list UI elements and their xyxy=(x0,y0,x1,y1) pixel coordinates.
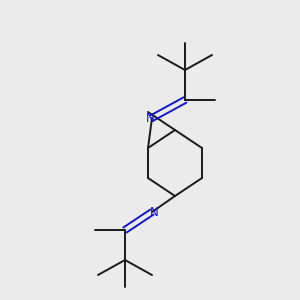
Text: N: N xyxy=(146,112,154,124)
Text: N: N xyxy=(150,206,158,218)
